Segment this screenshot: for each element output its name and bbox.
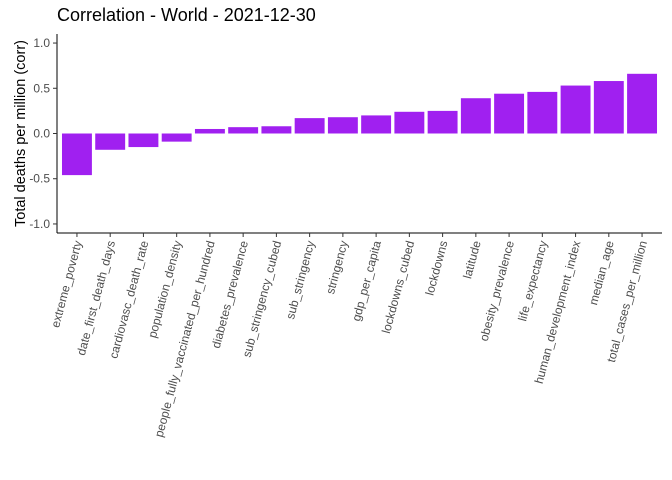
bar-date_first_death_days: [95, 133, 126, 150]
x-tick-label-extreme_poverty: extreme_poverty: [48, 239, 85, 329]
bar-median_age: [593, 81, 624, 134]
y-tick-label: -0.5: [29, 172, 50, 186]
x-tick-label-lockdowns: lockdowns: [422, 239, 450, 297]
x-tick-label-gdp_per_capita: gdp_per_capita: [349, 239, 384, 323]
y-tick-label: 1.0: [33, 36, 50, 50]
bar-total_cases_per_million: [627, 73, 658, 134]
y-axis-label: Total deaths per million (corr): [13, 40, 29, 227]
x-tick-label-sub_stringency: sub_stringency: [283, 239, 317, 321]
bar-human_development_index: [560, 85, 591, 134]
x-tick-label-stringency: stringency: [323, 239, 351, 295]
x-tick-label-latitude: latitude: [460, 239, 484, 280]
x-tick-label-population_density: population_density: [145, 239, 184, 339]
bar-extreme_poverty: [61, 133, 92, 176]
bar-lockdowns_cubed: [394, 111, 425, 134]
bar-sub_stringency: [294, 118, 325, 134]
chart-title: Correlation - World - 2021-12-30: [57, 5, 316, 25]
bar-diabetes_prevalence: [228, 127, 259, 134]
x-tick-label-lockdowns_cubed: lockdowns_cubed: [379, 239, 417, 335]
y-tick-label: 0.5: [33, 81, 50, 95]
bar-life_expectancy: [527, 91, 558, 134]
x-tick-label-median_age: median_age: [586, 239, 617, 307]
bar-stringency: [327, 117, 358, 134]
y-tick-label: 0.0: [33, 127, 50, 141]
bar-people_fully_vaccinated_per_hundred: [194, 128, 225, 134]
bar-population_density: [161, 133, 192, 142]
x-ticks: extreme_povertydate_first_death_dayscard…: [48, 233, 650, 439]
bar-cardiovasc_death_rate: [128, 133, 159, 148]
x-tick-label-life_expectancy: life_expectancy: [515, 239, 550, 323]
bars-layer: [61, 73, 658, 176]
bar-latitude: [460, 98, 491, 134]
y-ticks: -1.0 -0.5 0.0 0.5 1.0: [29, 36, 57, 231]
bar-obesity_prevalence: [494, 93, 525, 134]
x-tick-label-obesity_prevalence: obesity_prevalence: [477, 239, 517, 343]
bar-gdp_per_capita: [361, 115, 392, 134]
bar-lockdowns: [427, 110, 458, 134]
bar-sub_stringency_cubed: [261, 126, 292, 134]
x-tick-label-people_fully_vaccinated_per_hundred: people_fully_vaccinated_per_hundred: [152, 239, 218, 439]
y-tick-label: -1.0: [29, 217, 50, 231]
